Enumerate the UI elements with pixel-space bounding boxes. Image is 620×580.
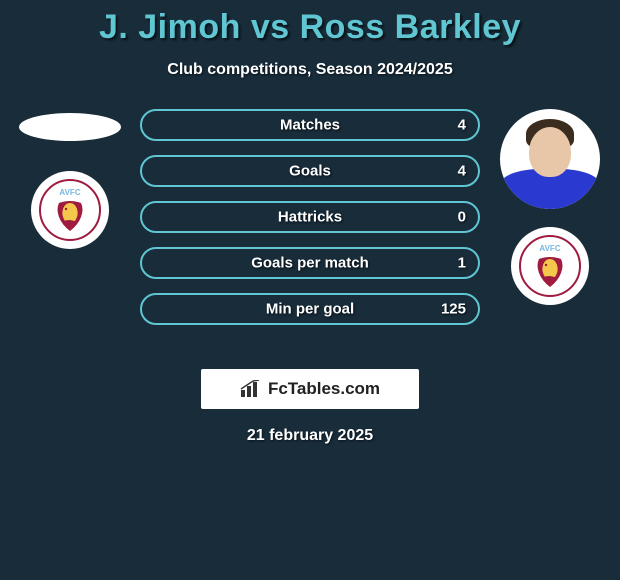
- stat-row: Goals per match 1: [140, 247, 480, 279]
- avatar-placeholder: [19, 113, 121, 141]
- avfc-crest-icon: AVFC: [39, 179, 101, 241]
- stat-label: Min per goal: [266, 301, 354, 318]
- stat-value: 125: [441, 301, 466, 318]
- stat-value: 4: [458, 117, 466, 134]
- svg-text:AVFC: AVFC: [539, 244, 560, 253]
- club-crest-right: AVFC: [511, 227, 589, 305]
- date-text: 21 february 2025: [0, 427, 620, 445]
- stat-row: Min per goal 125: [140, 293, 480, 325]
- stat-label: Goals per match: [251, 255, 369, 272]
- page-subtitle: Club competitions, Season 2024/2025: [0, 61, 620, 79]
- stat-value: 1: [458, 255, 466, 272]
- stat-value: 4: [458, 163, 466, 180]
- avatar-photo: [500, 109, 600, 209]
- club-crest-left: AVFC: [31, 171, 109, 249]
- stat-row: Hattricks 0: [140, 201, 480, 233]
- comparison-panel: AVFC AVFC Matches 4: [0, 109, 620, 349]
- bar-chart-icon: [240, 380, 262, 398]
- stat-value: 0: [458, 209, 466, 226]
- avfc-crest-icon: AVFC: [519, 235, 581, 297]
- stat-label: Hattricks: [278, 209, 342, 226]
- brand-text: FcTables.com: [268, 379, 380, 399]
- player-left-column: AVFC: [10, 109, 130, 249]
- stat-row: Goals 4: [140, 155, 480, 187]
- svg-text:AVFC: AVFC: [59, 188, 80, 197]
- player-right-column: AVFC: [490, 109, 610, 305]
- avatar-face: [529, 127, 571, 177]
- stat-row: Matches 4: [140, 109, 480, 141]
- stat-label: Goals: [289, 163, 331, 180]
- stat-label: Matches: [280, 117, 340, 134]
- brand-badge: FcTables.com: [201, 369, 419, 409]
- page-title: J. Jimoh vs Ross Barkley: [0, 0, 620, 47]
- stats-list: Matches 4 Goals 4 Hattricks 0 Goals per …: [140, 109, 480, 339]
